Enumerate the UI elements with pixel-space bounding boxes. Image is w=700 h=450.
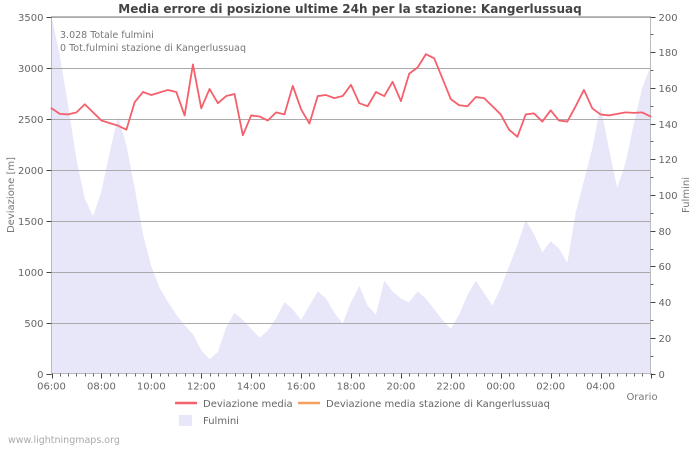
svg-text:1000: 1000 [18, 268, 43, 279]
svg-text:Deviazione media: Deviazione media [203, 399, 293, 410]
svg-text:12:00: 12:00 [187, 382, 216, 393]
svg-text:02:00: 02:00 [536, 382, 565, 393]
svg-text:180: 180 [659, 48, 678, 59]
svg-text:08:00: 08:00 [87, 382, 116, 393]
svg-text:1500: 1500 [18, 217, 43, 228]
svg-text:0: 0 [659, 370, 665, 381]
svg-text:100: 100 [659, 191, 678, 202]
svg-text:04:00: 04:00 [586, 382, 615, 393]
svg-text:500: 500 [24, 319, 43, 330]
svg-text:20: 20 [659, 334, 672, 345]
svg-text:16:00: 16:00 [287, 382, 316, 393]
chart-title: Media errore di posizione ultime 24h per… [118, 2, 582, 16]
svg-text:Fulmini: Fulmini [681, 177, 692, 213]
svg-text:160: 160 [659, 84, 678, 95]
svg-text:00:00: 00:00 [486, 382, 515, 393]
svg-text:14:00: 14:00 [237, 382, 266, 393]
svg-text:20:00: 20:00 [387, 382, 416, 393]
svg-text:2500: 2500 [18, 115, 43, 126]
svg-text:18:00: 18:00 [337, 382, 366, 393]
svg-text:06:00: 06:00 [37, 382, 66, 393]
deviazione-media-series [50, 53, 652, 138]
axes: 0 500 1000 1500 2000 2500 3000 3500 0 20 40 60 80 100… [6, 13, 692, 403]
svg-text:22:00: 22:00 [436, 382, 465, 393]
gridlines [51, 17, 651, 324]
fulmini-area-series [51, 16, 651, 374]
svg-text:Deviazione media stazione di K: Deviazione media stazione di Kangerlussu… [326, 399, 550, 410]
chart-annotations: 3.028 Totale fulmini 0 Tot.fulmini stazio… [60, 30, 246, 54]
chart-legend: Deviazione media Deviazione media stazion… [175, 399, 550, 427]
svg-text:Orario: Orario [626, 392, 657, 403]
svg-text:120: 120 [659, 155, 678, 166]
svg-text:200: 200 [659, 13, 678, 24]
svg-text:0 Tot.fulmini stazione di Kang: 0 Tot.fulmini stazione di Kangerlussuaq [60, 43, 246, 54]
svg-text:Deviazione [m]: Deviazione [m] [6, 157, 17, 233]
svg-text:2000: 2000 [18, 166, 43, 177]
svg-text:3000: 3000 [18, 64, 43, 75]
svg-text:40: 40 [659, 298, 672, 309]
svg-text:Fulmini: Fulmini [203, 416, 239, 427]
svg-text:60: 60 [659, 262, 672, 273]
svg-text:3.028 Totale fulmini: 3.028 Totale fulmini [60, 30, 154, 41]
footer-watermark: www.lightningmaps.org [8, 435, 120, 446]
svg-text:140: 140 [659, 120, 678, 131]
svg-text:10:00: 10:00 [137, 382, 166, 393]
svg-text:3500: 3500 [18, 13, 43, 24]
svg-text:0: 0 [37, 370, 43, 381]
svg-text:80: 80 [659, 227, 672, 238]
